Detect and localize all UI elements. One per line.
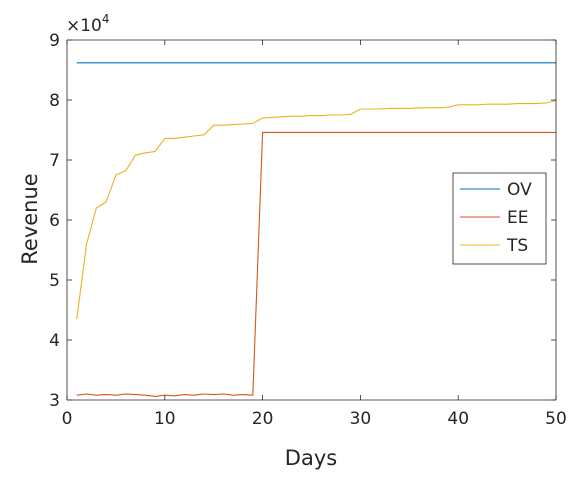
series-line-ts [76,100,557,320]
legend-label-ts: TS [506,236,528,256]
x-axis-label: Days [285,446,337,470]
y-tick-label: 6 [49,211,60,231]
legend-label-ov: OV [507,180,532,200]
x-tick-label: 10 [154,409,176,429]
legend-box [452,172,547,265]
x-tick-label: 50 [545,409,567,429]
y-tick-label: 9 [49,31,60,51]
series-line-ee [76,131,556,397]
x-tick-label: 20 [252,409,274,429]
x-tick-label: 0 [62,409,73,429]
y-tick-label: 4 [49,331,60,351]
ticks-layer: 0 10 20 30 40 50 3 4 5 6 7 8 9 [49,31,567,429]
y-tick-label: 5 [49,271,60,291]
y-axis-label: Revenue [18,173,42,264]
legend: OV EE TS [452,172,547,265]
y-tick-label: 7 [49,151,60,171]
y-axis-exponent-label: ×104 [66,12,110,36]
legend-label-ee: EE [507,208,528,228]
x-tick-label: 40 [447,409,469,429]
y-tick-label: 8 [49,91,60,111]
x-tick-label: 30 [350,409,372,429]
y-tick-label: 3 [49,391,60,411]
series-layer [76,62,557,397]
